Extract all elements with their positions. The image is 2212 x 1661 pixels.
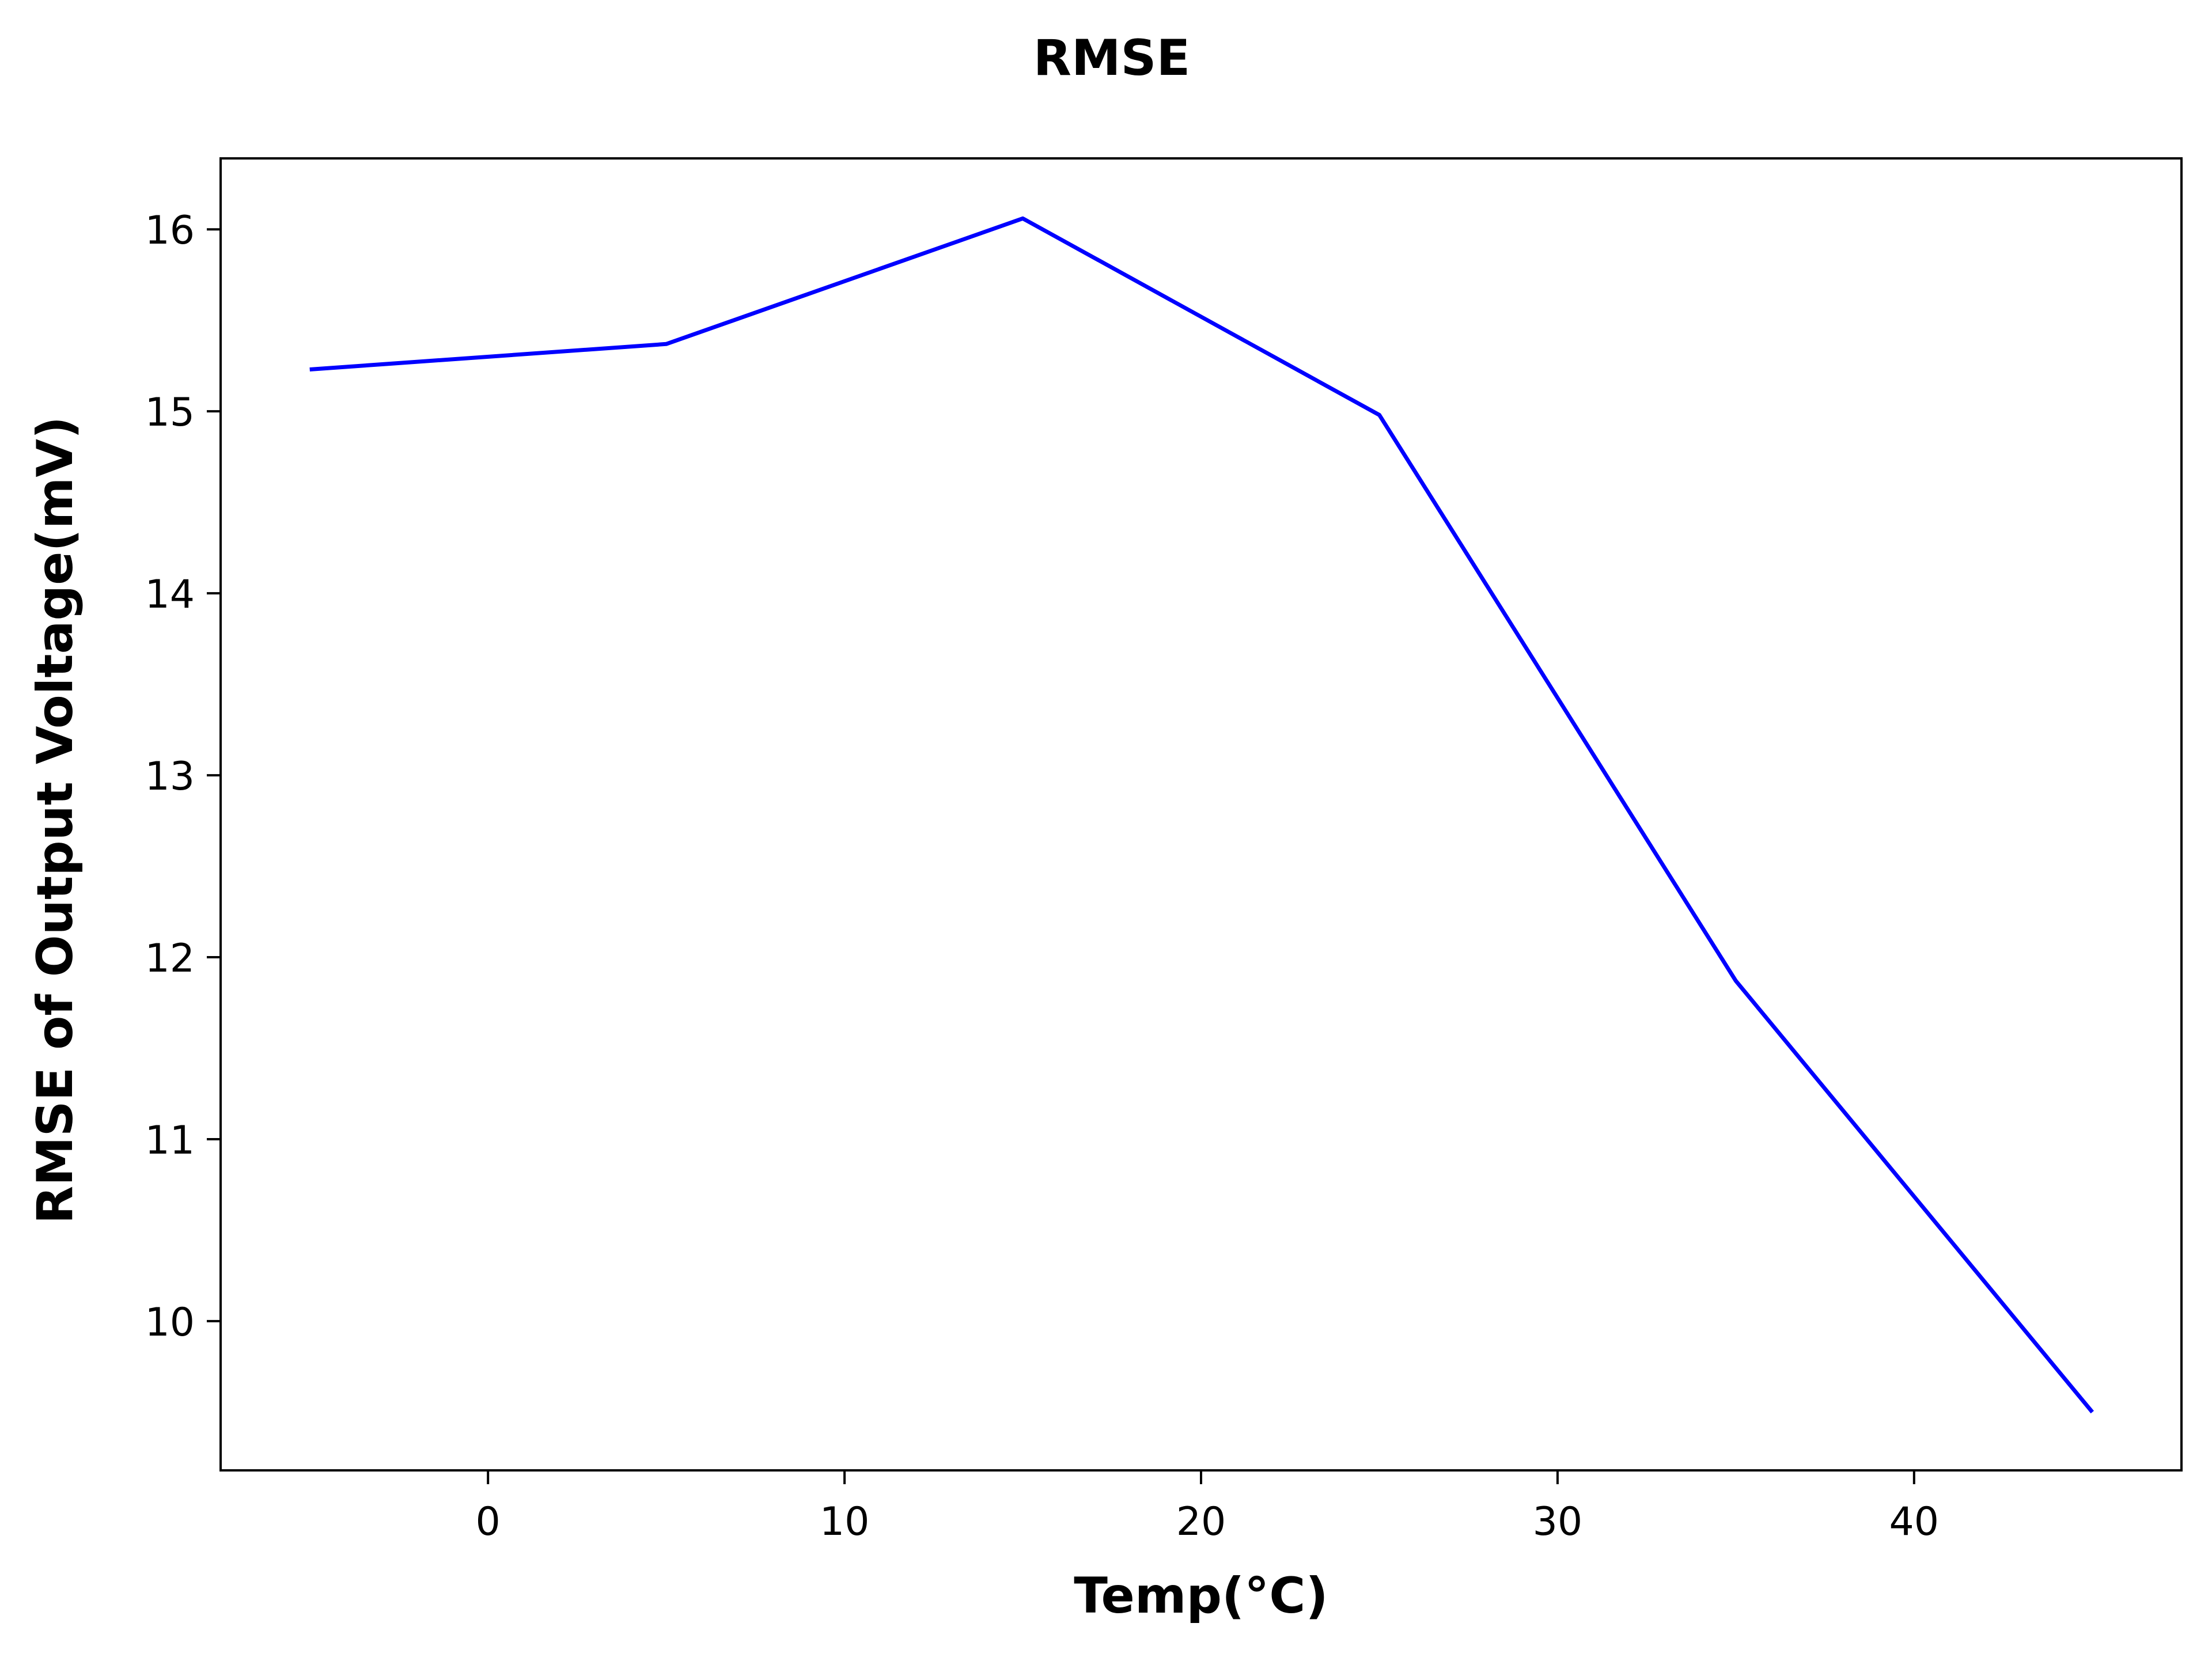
y-tick-label: 15	[145, 390, 195, 435]
x-tick-label: 0	[476, 1499, 501, 1545]
y-axis-label: RMSE of Output Voltage(mV)	[26, 416, 84, 1224]
plot-area	[309, 216, 2094, 1414]
y-tick-label: 16	[145, 208, 195, 253]
x-axis-label: Temp(°C)	[1074, 1567, 1328, 1625]
series-line-0	[309, 216, 2094, 1414]
y-tick-label: 11	[145, 1118, 195, 1163]
x-axis: 0 10 20 30 40	[476, 1470, 1940, 1545]
y-tick-label: 13	[145, 754, 195, 799]
x-tick-label: 20	[1176, 1499, 1226, 1545]
x-tick-label: 10	[820, 1499, 870, 1545]
x-tick-label: 30	[1533, 1499, 1583, 1545]
x-tick-label: 40	[1889, 1499, 1940, 1545]
y-axis: 10 11 12 13 14 15 16	[145, 208, 221, 1345]
y-tick-label: 14	[145, 572, 195, 617]
y-tick-label: 12	[145, 936, 195, 981]
chart-title: RMSE	[1033, 29, 1191, 87]
y-tick-label: 10	[145, 1300, 195, 1345]
